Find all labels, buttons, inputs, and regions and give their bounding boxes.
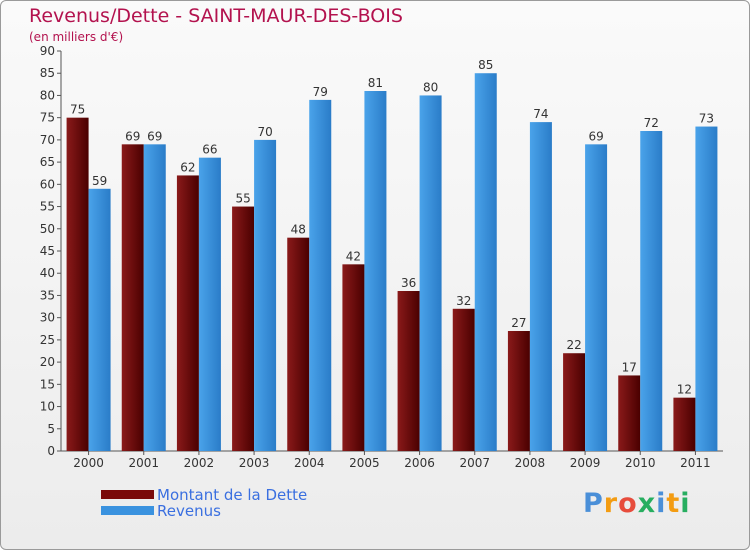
logo-letter: i: [656, 488, 667, 519]
data-label-dette: 69: [125, 129, 140, 143]
x-tick-label: 2005: [349, 456, 380, 470]
bar-revenus: [309, 99, 332, 451]
data-label-dette: 75: [70, 103, 85, 117]
bar-revenus: [640, 131, 663, 451]
x-tick-label: 2002: [184, 456, 215, 470]
logo-letter: x: [637, 488, 657, 519]
data-label-revenus: 73: [699, 112, 714, 126]
bar-dette: [563, 353, 586, 451]
bar-dette: [673, 397, 696, 451]
data-label-dette: 12: [677, 383, 692, 397]
y-tick-label: 45: [40, 244, 55, 258]
x-tick-label: 2003: [239, 456, 270, 470]
y-tick-label: 35: [40, 288, 55, 302]
y-tick-label: 0: [47, 444, 55, 458]
y-tick-label: 50: [40, 222, 55, 236]
y-tick-label: 20: [40, 355, 55, 369]
data-label-dette: 55: [235, 192, 250, 206]
bar-revenus: [364, 91, 387, 451]
bar-revenus: [585, 144, 608, 452]
data-label-dette: 36: [401, 276, 416, 290]
bar-revenus: [529, 122, 552, 451]
logo-letter: o: [618, 488, 638, 519]
y-tick-label: 70: [40, 133, 55, 147]
bar-dette: [287, 237, 310, 451]
x-tick-label: 2000: [73, 456, 104, 470]
bar-revenus: [88, 188, 111, 451]
data-label-revenus: 66: [202, 143, 217, 157]
y-tick-label: 75: [40, 111, 55, 125]
data-label-revenus: 74: [533, 107, 548, 121]
data-label-dette: 27: [511, 316, 526, 330]
bar-dette: [452, 308, 475, 451]
bar-dette: [121, 144, 144, 452]
x-tick-label: 2011: [680, 456, 711, 470]
x-tick-label: 2010: [625, 456, 656, 470]
legend-label-revenus: Revenus: [157, 502, 221, 520]
data-label-revenus: 81: [368, 76, 383, 90]
y-tick-label: 85: [40, 66, 55, 80]
y-tick-label: 10: [40, 400, 55, 414]
x-tick-label: 2007: [459, 456, 490, 470]
y-tick-label: 15: [40, 377, 55, 391]
y-tick-label: 25: [40, 333, 55, 347]
data-label-revenus: 69: [588, 129, 603, 143]
y-tick-label: 30: [40, 311, 55, 325]
data-label-dette: 17: [622, 360, 637, 374]
data-label-dette: 42: [346, 249, 361, 263]
bar-dette: [342, 264, 365, 451]
logo-letter: t: [666, 488, 681, 519]
logo-letter: P: [583, 488, 604, 519]
data-label-revenus: 70: [257, 125, 272, 139]
bar-dette: [176, 175, 199, 451]
x-tick-label: 2004: [294, 456, 325, 470]
y-tick-label: 90: [40, 44, 55, 58]
data-label-revenus: 79: [313, 85, 328, 99]
chart-title: Revenus/Dette - SAINT-MAUR-DES-BOIS: [29, 5, 403, 27]
proxiti-logo: Proxiti: [583, 488, 691, 519]
data-label-dette: 22: [566, 338, 581, 352]
bar-dette: [618, 375, 641, 451]
data-label-dette: 32: [456, 294, 471, 308]
bar-revenus: [143, 144, 166, 452]
y-tick-label: 60: [40, 177, 55, 191]
x-tick-label: 2001: [128, 456, 159, 470]
bar-revenus: [254, 139, 277, 451]
chart-subtitle: (en milliers d'€): [29, 30, 124, 44]
bar-dette: [507, 331, 530, 451]
bar-revenus: [695, 126, 718, 452]
data-label-revenus: 72: [644, 116, 659, 130]
bar-revenus: [474, 73, 497, 451]
data-label-revenus: 85: [478, 58, 493, 72]
data-label-revenus: 69: [147, 129, 162, 143]
bar-revenus: [198, 157, 221, 451]
y-tick-label: 5: [47, 422, 55, 436]
data-label-revenus: 59: [92, 174, 107, 188]
x-tick-label: 2009: [570, 456, 601, 470]
bar-revenus: [419, 95, 442, 451]
y-tick-label: 40: [40, 266, 55, 280]
data-label-revenus: 80: [423, 80, 438, 94]
bar-dette: [232, 206, 255, 451]
logo-letter: r: [603, 488, 619, 519]
y-tick-label: 55: [40, 200, 55, 214]
bar-dette: [66, 117, 89, 452]
y-tick-label: 65: [40, 155, 55, 169]
x-tick-label: 2006: [404, 456, 435, 470]
legend-swatch-revenus: [101, 506, 154, 515]
logo-letter: i: [680, 488, 691, 519]
data-label-dette: 48: [291, 223, 306, 237]
y-tick-label: 80: [40, 88, 55, 102]
data-label-dette: 62: [180, 160, 195, 174]
x-tick-label: 2008: [515, 456, 546, 470]
legend-swatch-dette: [101, 490, 154, 499]
bar-dette: [397, 291, 420, 451]
legend-label-dette: Montant de la Dette: [157, 486, 308, 504]
